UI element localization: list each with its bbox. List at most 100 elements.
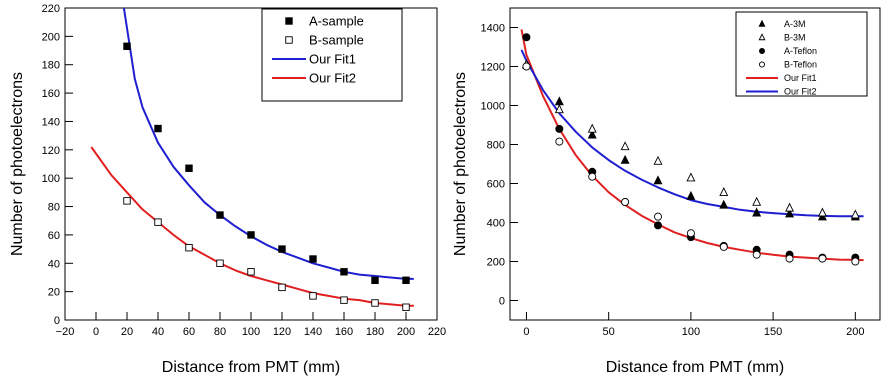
x-tick-label: 140 [304, 326, 322, 338]
legend-marker-b-3m [758, 33, 766, 41]
legend-marker-b-sample [285, 36, 293, 44]
y-tick-label: 160 [42, 88, 60, 100]
data-point-a-sample [123, 42, 131, 50]
legend-marker-a-3m [758, 19, 766, 27]
data-point-a-teflon [522, 33, 531, 42]
data-point-b-teflon [555, 137, 564, 146]
y-tick-label: 60 [48, 230, 60, 242]
x-tick-label: 220 [428, 326, 446, 338]
y-tick-label: 200 [487, 257, 505, 269]
y-tick-label: 100 [42, 173, 60, 185]
data-point-a-3m [752, 207, 762, 217]
y-tick-label: 1200 [481, 62, 505, 74]
data-point-b-teflon [588, 172, 597, 181]
fit-curve-our-fit2 [90, 146, 414, 307]
data-point-b-3m [554, 104, 564, 114]
plot-frame [509, 7, 881, 321]
legend-label-b-sample: B-sample [309, 33, 364, 48]
x-tick-label: 200 [846, 326, 864, 338]
y-tick-label: 1400 [481, 23, 505, 35]
data-point-a-sample [247, 231, 255, 239]
data-point-a-teflon [555, 124, 564, 133]
x-tick-label: −20 [56, 326, 75, 338]
y-tick-label: 220 [42, 3, 60, 15]
x-tick-label: 0 [523, 326, 529, 338]
legend: A-sample B-sample Our Fit1 Our Fit2 [261, 8, 403, 102]
data-point-a-sample [402, 276, 410, 284]
x-tick-label: 200 [397, 326, 415, 338]
data-point-a-sample [278, 245, 286, 253]
data-point-b-3m [850, 209, 860, 219]
y-tick-label: 0 [54, 315, 60, 327]
data-point-b-sample [185, 243, 193, 252]
y-tick-label: 400 [487, 218, 505, 230]
legend-marker-a-sample [285, 17, 293, 25]
legend: A-3M B-3M A-Teflon B-Teflon Our Fit1 Our Fit2 [735, 11, 868, 97]
data-point-b-sample [278, 283, 286, 292]
x-axis-title: Distance from PMT (mm) [606, 359, 784, 376]
y-tick-label: 20 [48, 287, 60, 299]
fit-curve-our-fit1 [122, 8, 414, 280]
data-point-b-sample [340, 296, 348, 304]
data-point-b-sample [247, 268, 255, 276]
data-point-b-3m [686, 172, 696, 182]
legend-label-a-3m: A-3M [784, 19, 806, 29]
y-tick-label: 1000 [481, 101, 505, 113]
legend-label-our-fit2: Our Fit2 [309, 71, 356, 86]
legend-marker-b-teflon [759, 61, 766, 68]
data-point-a-sample [154, 124, 162, 133]
x-tick-label: 0 [93, 326, 99, 338]
legend-label-a-sample: A-sample [309, 14, 364, 29]
x-tick-label: 80 [214, 326, 226, 338]
data-point-a-sample [216, 211, 224, 219]
x-tick-label: 120 [273, 326, 291, 338]
data-point-b-3m [752, 196, 762, 206]
y-tick-label: 600 [487, 179, 505, 191]
data-point-a-3m [686, 190, 696, 200]
x-axis-title: Distance from PMT (mm) [162, 359, 340, 376]
legend-label-our-fit2: Our Fit2 [784, 87, 817, 97]
y-tick-label: 0 [499, 296, 505, 308]
y-axis-title: Number of photoelectrons [9, 72, 26, 256]
x-tick-label: 60 [183, 326, 195, 338]
data-point-a-3m [719, 199, 729, 209]
data-point-b-sample [123, 197, 131, 205]
left-chart: −20 0 20 40 60 80 100 120 140 160 180 200 2200204060… [9, 3, 446, 376]
legend-marker-a-teflon [759, 48, 766, 55]
data-point-b-sample [402, 303, 410, 311]
series-b-sample [123, 197, 410, 311]
data-point-a-3m [785, 208, 795, 218]
legend-box [735, 11, 868, 97]
data-point-b-teflon [785, 254, 794, 263]
data-point-a-3m [587, 129, 597, 139]
data-point-a-3m [653, 175, 663, 185]
data-point-b-sample [154, 218, 162, 226]
data-point-b-sample [309, 292, 317, 300]
data-point-b-teflon [752, 250, 761, 259]
fit-curve-our-fit2 [520, 49, 864, 218]
data-point-b-3m [785, 202, 795, 212]
legend-label-our-fit1: Our Fit1 [309, 52, 356, 67]
x-tick-label: 20 [121, 326, 133, 338]
series-b-teflon [522, 62, 860, 266]
legend-label-a-teflon: A-Teflon [784, 46, 817, 56]
data-point-b-teflon [719, 242, 728, 251]
data-point-a-3m [554, 96, 564, 106]
data-point-b-3m [817, 207, 827, 217]
data-point-b-3m [587, 123, 597, 133]
data-point-b-teflon [851, 257, 860, 266]
x-tick-label: 50 [603, 326, 615, 338]
legend-label-b-3m: B-3M [784, 33, 806, 43]
data-point-b-teflon [654, 212, 663, 221]
data-point-a-sample [371, 276, 379, 284]
data-point-b-3m [719, 187, 729, 196]
data-point-a-teflon [654, 221, 663, 230]
data-point-b-3m [653, 155, 663, 165]
x-tick-label: 100 [242, 326, 260, 338]
data-point-a-sample [185, 164, 193, 172]
data-point-b-sample [371, 299, 379, 307]
legend-label-b-teflon: B-Teflon [784, 60, 817, 70]
y-tick-label: 120 [42, 145, 60, 157]
data-point-a-sample [309, 255, 317, 263]
